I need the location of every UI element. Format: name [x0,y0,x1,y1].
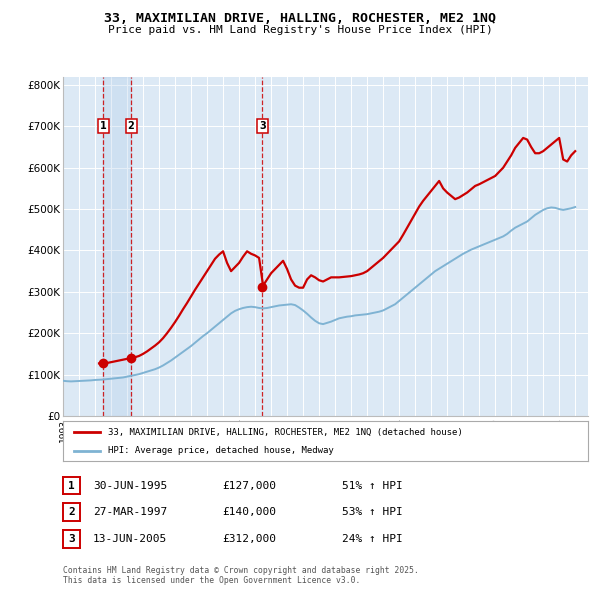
Text: Contains HM Land Registry data © Crown copyright and database right 2025.
This d: Contains HM Land Registry data © Crown c… [63,566,419,585]
Text: 3: 3 [259,121,266,131]
Text: £140,000: £140,000 [222,507,276,517]
Text: 33, MAXIMILIAN DRIVE, HALLING, ROCHESTER, ME2 1NQ (detached house): 33, MAXIMILIAN DRIVE, HALLING, ROCHESTER… [107,428,463,437]
Text: 27-MAR-1997: 27-MAR-1997 [93,507,167,517]
Text: 33, MAXIMILIAN DRIVE, HALLING, ROCHESTER, ME2 1NQ: 33, MAXIMILIAN DRIVE, HALLING, ROCHESTER… [104,12,496,25]
Bar [103,77,131,416]
Text: 51% ↑ HPI: 51% ↑ HPI [342,481,403,490]
Text: £127,000: £127,000 [222,481,276,490]
Text: 2: 2 [68,507,75,517]
Text: 30-JUN-1995: 30-JUN-1995 [93,481,167,490]
Text: 53% ↑ HPI: 53% ↑ HPI [342,507,403,517]
Text: £312,000: £312,000 [222,534,276,543]
Text: Price paid vs. HM Land Registry's House Price Index (HPI): Price paid vs. HM Land Registry's House … [107,25,493,35]
Text: 13-JUN-2005: 13-JUN-2005 [93,534,167,543]
Text: 3: 3 [68,534,75,543]
Text: 1: 1 [100,121,106,131]
Text: 2: 2 [128,121,134,131]
Text: 1: 1 [68,481,75,490]
Text: 24% ↑ HPI: 24% ↑ HPI [342,534,403,543]
Text: HPI: Average price, detached house, Medway: HPI: Average price, detached house, Medw… [107,446,334,455]
